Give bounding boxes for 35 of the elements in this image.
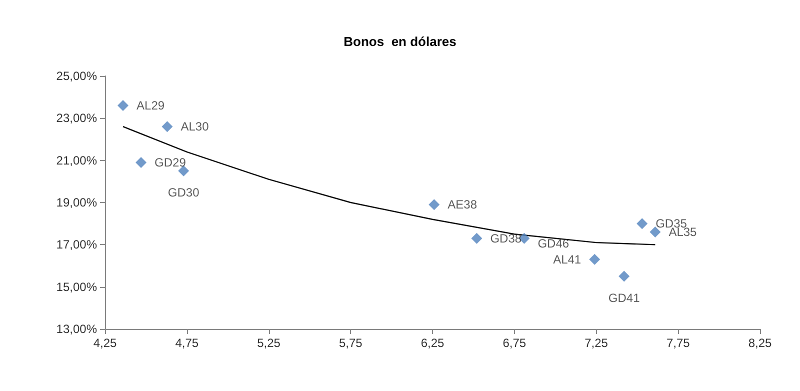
x-tick-label: 7,25 (584, 336, 608, 350)
point (136, 156, 147, 168)
annotation: AE38 (448, 198, 478, 212)
annotation: AL29 (136, 98, 165, 113)
point (162, 121, 173, 132)
point (471, 232, 482, 244)
annotation: GD38 (490, 231, 522, 246)
annotation: AL30 (180, 120, 210, 134)
x-tick-label: 5,25 (257, 336, 281, 350)
y-tick-label: 23,00% (56, 111, 98, 126)
point (589, 254, 600, 265)
point (618, 270, 630, 282)
chart-title: Bonos en dólares (344, 34, 456, 49)
annotation: AL41 (553, 252, 582, 266)
x-tick-label: 8,25 (748, 336, 772, 350)
annotation: GD46 (538, 236, 570, 250)
x-tick-label: 6,25 (420, 336, 444, 350)
y-tick-label: 21,00% (56, 153, 98, 168)
y-tick-label: 17,00% (56, 238, 98, 252)
x-tick-label: 5,75 (338, 336, 363, 350)
point (118, 100, 129, 112)
point (428, 199, 440, 210)
y-tick-label: 19,00% (56, 196, 98, 210)
annotation: GD29 (154, 155, 186, 170)
y-tick-label: 25,00% (56, 69, 98, 83)
x-tick-label: 6,75 (502, 336, 526, 350)
annotation: GD41 (608, 290, 640, 305)
annotation: GD30 (168, 185, 200, 200)
point (650, 226, 661, 238)
x-tick-label: 7,75 (666, 336, 690, 350)
x-tick-label: 4,25 (93, 336, 117, 350)
y-tick-label: 15,00% (56, 280, 98, 294)
x-tick-label: 4,75 (175, 336, 199, 350)
point (636, 218, 648, 230)
y-tick-label: 13,00% (56, 322, 98, 336)
